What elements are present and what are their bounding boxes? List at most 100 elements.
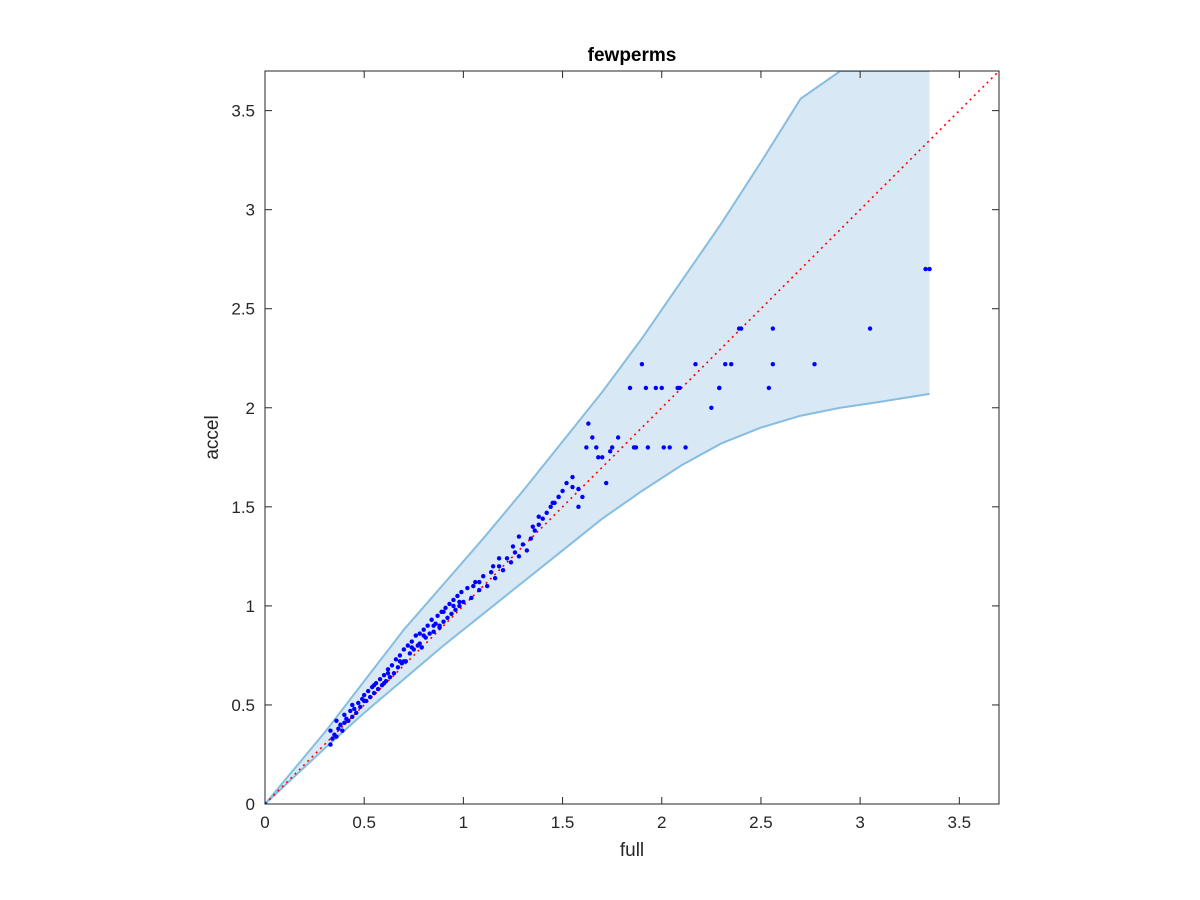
data-point [330, 736, 335, 741]
data-point [401, 659, 407, 664]
data-point [484, 583, 490, 589]
data-point [336, 726, 341, 731]
data-point [556, 494, 561, 500]
data-point [560, 488, 565, 494]
data-point [653, 385, 659, 391]
data-point [358, 704, 363, 710]
data-point [451, 597, 456, 603]
data-point [584, 445, 589, 450]
data-point [445, 615, 450, 620]
plot-area [265, 71, 999, 804]
data-point [471, 583, 476, 589]
data-point [520, 542, 526, 547]
data-point [550, 500, 555, 506]
data-point [457, 603, 462, 609]
data-point [391, 671, 397, 676]
data-point [387, 675, 393, 680]
data-point [709, 405, 714, 410]
data-point [427, 631, 432, 636]
data-point [576, 504, 581, 510]
data-point [413, 633, 418, 638]
y-tick-label: 3.5 [231, 102, 255, 121]
y-tick-label: 2 [246, 399, 255, 418]
data-point [512, 550, 518, 555]
data-point [923, 266, 928, 272]
data-point [728, 362, 734, 367]
data-point [443, 605, 448, 611]
data-point [770, 326, 776, 331]
data-point [361, 698, 367, 704]
data-point [500, 568, 506, 573]
data-point [540, 516, 545, 521]
data-point [736, 326, 742, 331]
data-point [488, 570, 494, 575]
data-point [604, 480, 609, 486]
scatter-points [265, 266, 932, 804]
y-tick-label: 1.5 [231, 498, 255, 517]
data-point [371, 690, 377, 696]
plot-content [265, 71, 999, 804]
data-point [496, 564, 502, 569]
data-point [548, 504, 553, 510]
data-point [659, 385, 664, 391]
data-point [417, 641, 422, 646]
data-point [492, 575, 498, 581]
data-point [348, 708, 353, 714]
data-point [594, 445, 599, 450]
data-point [340, 728, 345, 733]
data-point [667, 445, 672, 450]
data-point [677, 385, 682, 391]
data-point [381, 680, 387, 686]
x-tick-label: 3.5 [948, 813, 972, 832]
y-tick-label: 0.5 [231, 696, 255, 715]
band-lower-edge [265, 392, 930, 804]
data-point [766, 385, 772, 391]
data-point [377, 676, 383, 682]
data-point [770, 362, 776, 367]
data-point [590, 435, 595, 440]
data-point [615, 435, 621, 440]
data-point [586, 421, 591, 426]
data-point [350, 702, 355, 708]
data-point [544, 510, 549, 515]
data-point [397, 659, 403, 664]
data-point [409, 645, 414, 650]
data-point [530, 524, 536, 529]
data-point [455, 593, 460, 599]
y-tick-label: 0 [246, 795, 255, 814]
data-point [528, 536, 534, 541]
data-point [441, 609, 446, 615]
data-point [437, 623, 442, 628]
data-point [356, 700, 361, 706]
data-point [395, 665, 401, 670]
x-tick-label: 0.5 [352, 813, 376, 832]
x-tick-label: 0 [260, 813, 269, 832]
data-point [536, 514, 541, 519]
data-point [524, 548, 530, 553]
data-point [334, 718, 339, 723]
data-point [342, 720, 347, 725]
axes-box [264, 70, 1000, 805]
data-point [867, 326, 873, 331]
chart-title: fewperms [588, 45, 677, 66]
data-point [352, 706, 357, 712]
data-point [431, 629, 436, 634]
data-point [457, 599, 462, 605]
data-point [469, 595, 474, 601]
data-point [627, 385, 633, 391]
data-point [453, 607, 458, 613]
data-point [385, 667, 391, 672]
data-point [361, 692, 367, 698]
data-point [449, 611, 454, 617]
data-point [435, 613, 440, 618]
data-point [570, 484, 575, 490]
data-point [510, 544, 516, 549]
data-point [580, 494, 585, 500]
data-point [441, 619, 446, 624]
data-point [473, 579, 478, 585]
x-axis-ticks: 0 0.5 1 1.5 2 2.5 3 3.5 [260, 71, 971, 832]
data-point [600, 455, 605, 460]
x-axis-label: full [620, 840, 644, 861]
x-tick-label: 3 [855, 813, 864, 832]
